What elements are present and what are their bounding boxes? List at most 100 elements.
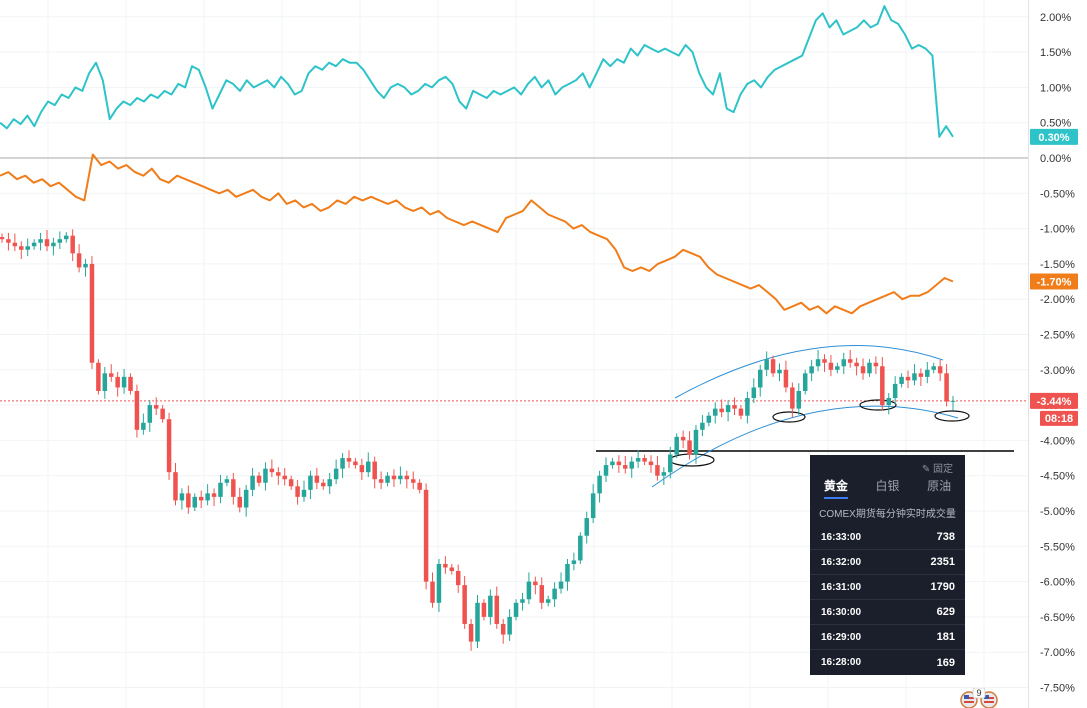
candle	[224, 475, 230, 487]
marker-ellipse	[772, 411, 806, 423]
candle	[668, 446, 673, 479]
candle-body	[25, 246, 30, 250]
tab-silver[interactable]: 白银	[862, 477, 914, 499]
candle-body	[552, 588, 557, 600]
candle-body	[12, 242, 18, 247]
candle-body	[584, 518, 589, 536]
row-time: 16:30:00	[821, 606, 862, 618]
candle	[918, 368, 924, 387]
candle	[777, 363, 782, 382]
tab-oil[interactable]: 原油	[913, 477, 965, 499]
candle-body	[218, 482, 223, 497]
candle	[391, 469, 397, 487]
candle	[700, 414, 705, 437]
candle	[854, 357, 859, 376]
candle-body	[89, 263, 95, 363]
annotations	[0, 345, 1028, 488]
candle	[687, 431, 692, 460]
candle-body	[899, 376, 904, 384]
candle-body	[944, 373, 949, 402]
y-tick-label: 0.50%	[1040, 118, 1071, 130]
candle-body	[141, 422, 146, 430]
candle-body	[44, 239, 50, 247]
row-time: 16:33:00	[821, 531, 862, 543]
pin-button[interactable]: ✎ 固定	[921, 464, 953, 475]
candle	[950, 395, 956, 411]
candle	[0, 233, 5, 243]
marker-ellipse	[859, 399, 897, 411]
candle-body	[886, 398, 891, 406]
candle-body	[455, 571, 461, 586]
candle-body	[854, 362, 859, 367]
candle-body	[160, 408, 165, 420]
candle	[867, 359, 872, 377]
row-volume: 181	[936, 631, 955, 643]
candle-body	[777, 369, 782, 374]
candle-body	[539, 585, 545, 603]
candle	[385, 472, 390, 487]
candle	[533, 576, 538, 595]
candle-body	[372, 461, 377, 480]
candle	[263, 462, 268, 491]
candle-body	[404, 475, 410, 480]
row-volume: 629	[936, 606, 955, 618]
candle	[19, 241, 24, 259]
candle	[713, 402, 718, 424]
candle-body	[462, 585, 467, 624]
candle-body	[366, 461, 371, 473]
candle	[327, 472, 332, 495]
candle-body	[841, 359, 847, 367]
candle	[301, 480, 307, 502]
candle	[410, 471, 416, 490]
candle-body	[436, 563, 442, 603]
candle	[186, 485, 191, 514]
candle	[790, 382, 795, 418]
candle-body	[147, 405, 153, 423]
row-time: 16:32:00	[821, 556, 862, 568]
candle	[603, 457, 609, 483]
flag-badge-icon[interactable]: 9	[958, 688, 1000, 708]
candle	[693, 424, 699, 464]
candle-body	[494, 595, 500, 624]
candle-body	[269, 468, 275, 473]
candle-body	[500, 623, 506, 635]
candle	[545, 595, 551, 607]
tab-gold[interactable]: 黄金	[810, 477, 862, 499]
candle-body	[892, 383, 898, 399]
candle	[539, 577, 545, 610]
candle-body	[873, 362, 879, 367]
candle	[552, 582, 557, 608]
channel-arc-lower	[651, 405, 959, 488]
y-tick-label: 0.00%	[1040, 153, 1071, 165]
candle-body	[680, 436, 686, 441]
candle	[366, 452, 371, 478]
candle-body	[128, 376, 133, 391]
row-time: 16:28:00	[821, 657, 862, 668]
y-tick-label: -3.00%	[1040, 365, 1075, 377]
candle-body	[256, 475, 262, 483]
candle	[732, 397, 737, 415]
candle-body	[0, 237, 5, 240]
candle-body	[706, 415, 712, 423]
candle	[64, 232, 69, 243]
candle-body	[925, 369, 930, 377]
candle-body	[931, 366, 936, 370]
silver-line	[0, 5, 954, 138]
y-tick-label: -6.50%	[1040, 612, 1075, 624]
candle	[269, 459, 275, 478]
label-box	[1030, 392, 1078, 409]
candle	[108, 364, 114, 382]
candle	[815, 350, 821, 372]
candle	[141, 413, 146, 435]
candle-body	[83, 263, 88, 268]
candle-body	[449, 567, 455, 572]
candle	[70, 229, 75, 262]
row-volume: 1790	[930, 581, 955, 593]
candle-body	[282, 475, 287, 480]
candle-body	[198, 496, 204, 501]
candle	[282, 467, 287, 486]
candle-body	[115, 376, 120, 388]
candle	[430, 572, 435, 608]
candle-body	[558, 581, 564, 589]
channel-arc-upper	[674, 345, 944, 399]
